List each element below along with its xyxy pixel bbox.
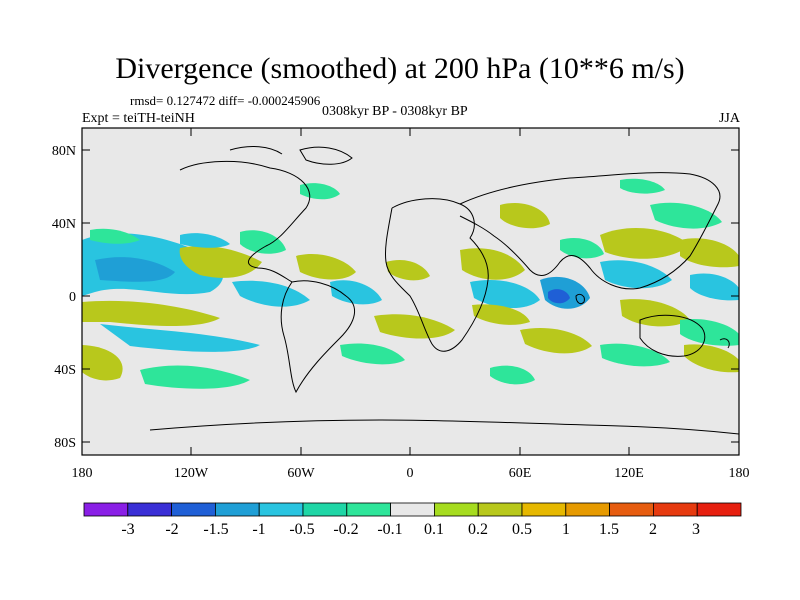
colorbar-label: -2 (165, 521, 178, 538)
lon-label: 60W (287, 466, 315, 481)
colorbar-swatch (609, 502, 654, 517)
lon-label: 180 (72, 466, 93, 481)
lon-label: 60E (509, 466, 532, 481)
colorbar-label: 1.5 (599, 521, 619, 538)
colorbar-swatch (171, 502, 216, 517)
colorbar-label: -0.2 (333, 521, 358, 538)
colorbar-label: 2 (649, 521, 657, 538)
season-label: JJA (718, 111, 740, 126)
lat-label: 80S (54, 436, 76, 451)
colorbar-swatch (83, 502, 129, 517)
axis-ticks (81, 128, 740, 455)
colorbar-label: 1 (562, 521, 570, 538)
colorbar (83, 502, 742, 517)
colorbar-swatch (477, 502, 523, 517)
colorbar-label: -0.5 (289, 521, 314, 538)
colorbar-label: -1 (252, 521, 265, 538)
colorbar-swatch (696, 502, 742, 517)
colorbar-label: 3 (692, 521, 700, 538)
colorbar-label: -3 (121, 521, 134, 538)
map-title: Divergence (smoothed) at 200 hPa (10**6 … (115, 52, 685, 85)
colorbar-label: 0.1 (424, 521, 444, 538)
lat-label: 40N (52, 217, 76, 232)
lon-label: 120W (174, 466, 209, 481)
field-shading (82, 178, 739, 389)
colorbar-swatch (302, 502, 348, 517)
colorbar-swatch (258, 502, 304, 517)
colorbar-swatch (565, 502, 610, 517)
colorbar-label: -1.5 (203, 521, 228, 538)
lon-label: 180 (729, 466, 750, 481)
lat-label: 0 (69, 290, 76, 305)
lat-label: 40S (54, 363, 76, 378)
period-label: 0308kyr BP - 0308kyr BP (322, 104, 468, 119)
lon-label: 0 (407, 466, 414, 481)
lat-label: 80N (52, 144, 76, 159)
colorbar-label: 0.2 (468, 521, 488, 538)
colorbar-swatch (521, 502, 567, 517)
colorbar-swatch (346, 502, 391, 517)
colorbar-swatch (214, 502, 260, 517)
coastlines (149, 146, 740, 435)
experiment-label: Expt = teiTH-teiNH (82, 111, 195, 126)
stats-text: rmsd= 0.127472 diff= -0.000245906 (130, 93, 321, 108)
colorbar-swatch (433, 502, 479, 517)
lon-label: 120E (614, 466, 644, 481)
colorbar-label: -0.1 (377, 521, 402, 538)
colorbar-swatch (653, 502, 698, 517)
colorbar-label: 0.5 (512, 521, 532, 538)
colorbar-swatch (127, 502, 173, 517)
colorbar-swatch (390, 502, 435, 517)
